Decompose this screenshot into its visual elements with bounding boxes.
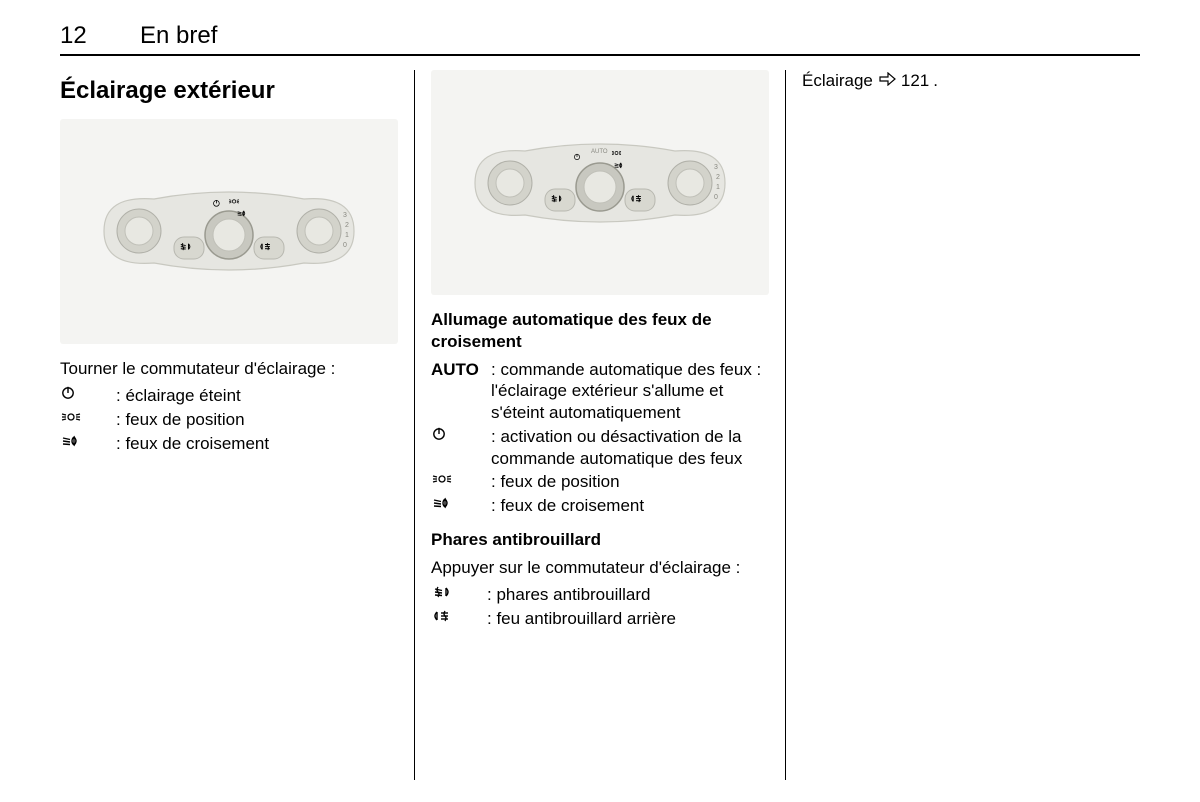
svg-text:3: 3 xyxy=(343,212,347,219)
svg-text:1: 1 xyxy=(345,232,349,239)
reference-arrow-icon xyxy=(877,70,897,92)
power-icon xyxy=(431,426,491,442)
rear-fog-icon xyxy=(431,608,487,624)
auto-label: AUTO xyxy=(591,149,608,155)
panel-svg-2: 3 2 1 0 AUTO xyxy=(455,137,745,229)
column-3: Éclairage 121. xyxy=(786,70,1140,780)
low-beam-icon xyxy=(60,433,116,449)
column-2: 3 2 1 0 AUTO Allumage automatique des feux … xyxy=(415,70,786,780)
front-fog-icon xyxy=(431,584,487,600)
ref-label: Éclairage xyxy=(802,70,873,92)
col1-list: éclairage éteint feux de position feux d… xyxy=(60,385,398,454)
light-switch-illustration-2: 3 2 1 0 AUTO xyxy=(431,70,769,295)
col2-item2-0: phares antibrouillard xyxy=(487,584,769,606)
col1-item-2: feux de croisement xyxy=(116,433,398,455)
section-heading: Éclairage extérieur xyxy=(60,76,398,107)
auto-label-text: AUTO xyxy=(431,359,491,381)
svg-text:0: 0 xyxy=(343,242,347,249)
low-beam-icon xyxy=(431,495,491,511)
svg-text:2: 2 xyxy=(345,222,349,229)
page-number: 12 xyxy=(60,22,100,50)
col1-lead: Tourner le commutateur d'éclairage : xyxy=(60,358,398,380)
col2-item2-1: feu antibrouillard arrière xyxy=(487,608,769,630)
content-columns: Éclairage extérieur 3 2 1 0 xyxy=(60,70,1140,780)
ref-page: 121 xyxy=(901,70,929,92)
page-header: 12 En bref xyxy=(60,22,1140,56)
svg-text:0: 0 xyxy=(714,194,718,201)
svg-text:2: 2 xyxy=(716,174,720,181)
col2-lead-2: Appuyer sur le commutateur d'éclairage : xyxy=(431,557,769,579)
col2-item1-2: feux de position xyxy=(491,471,769,493)
col2-item1-3: feux de croisement xyxy=(491,495,769,517)
col2-item1-1: activation ou désactivation de la comman… xyxy=(491,426,769,470)
svg-text:1: 1 xyxy=(716,184,720,191)
col1-item-0: éclairage éteint xyxy=(116,385,398,407)
col2-list-2: phares antibrouillard feu antibrouillard… xyxy=(431,584,769,630)
column-1: Éclairage extérieur 3 2 1 0 xyxy=(60,70,415,780)
col2-list-1: AUTO commande automatique des feux : l'é… xyxy=(431,359,769,517)
light-switch-illustration-1: 3 2 1 0 xyxy=(60,119,398,344)
col1-item-1: feux de position xyxy=(116,409,398,431)
svg-text:3: 3 xyxy=(714,164,718,171)
col2-subhead-1: Allumage automatique des feux de croisem… xyxy=(431,309,769,353)
col2-item1-0: commande automatique des feux : l'éclair… xyxy=(491,359,769,424)
panel-svg: 3 2 1 0 xyxy=(84,185,374,277)
col2-subhead-2: Phares antibrouillard xyxy=(431,529,769,551)
position-lights-icon xyxy=(60,409,116,425)
position-lights-icon xyxy=(431,471,491,487)
chapter-title: En bref xyxy=(140,22,217,50)
cross-reference: Éclairage 121. xyxy=(802,70,938,92)
power-icon xyxy=(60,385,116,401)
